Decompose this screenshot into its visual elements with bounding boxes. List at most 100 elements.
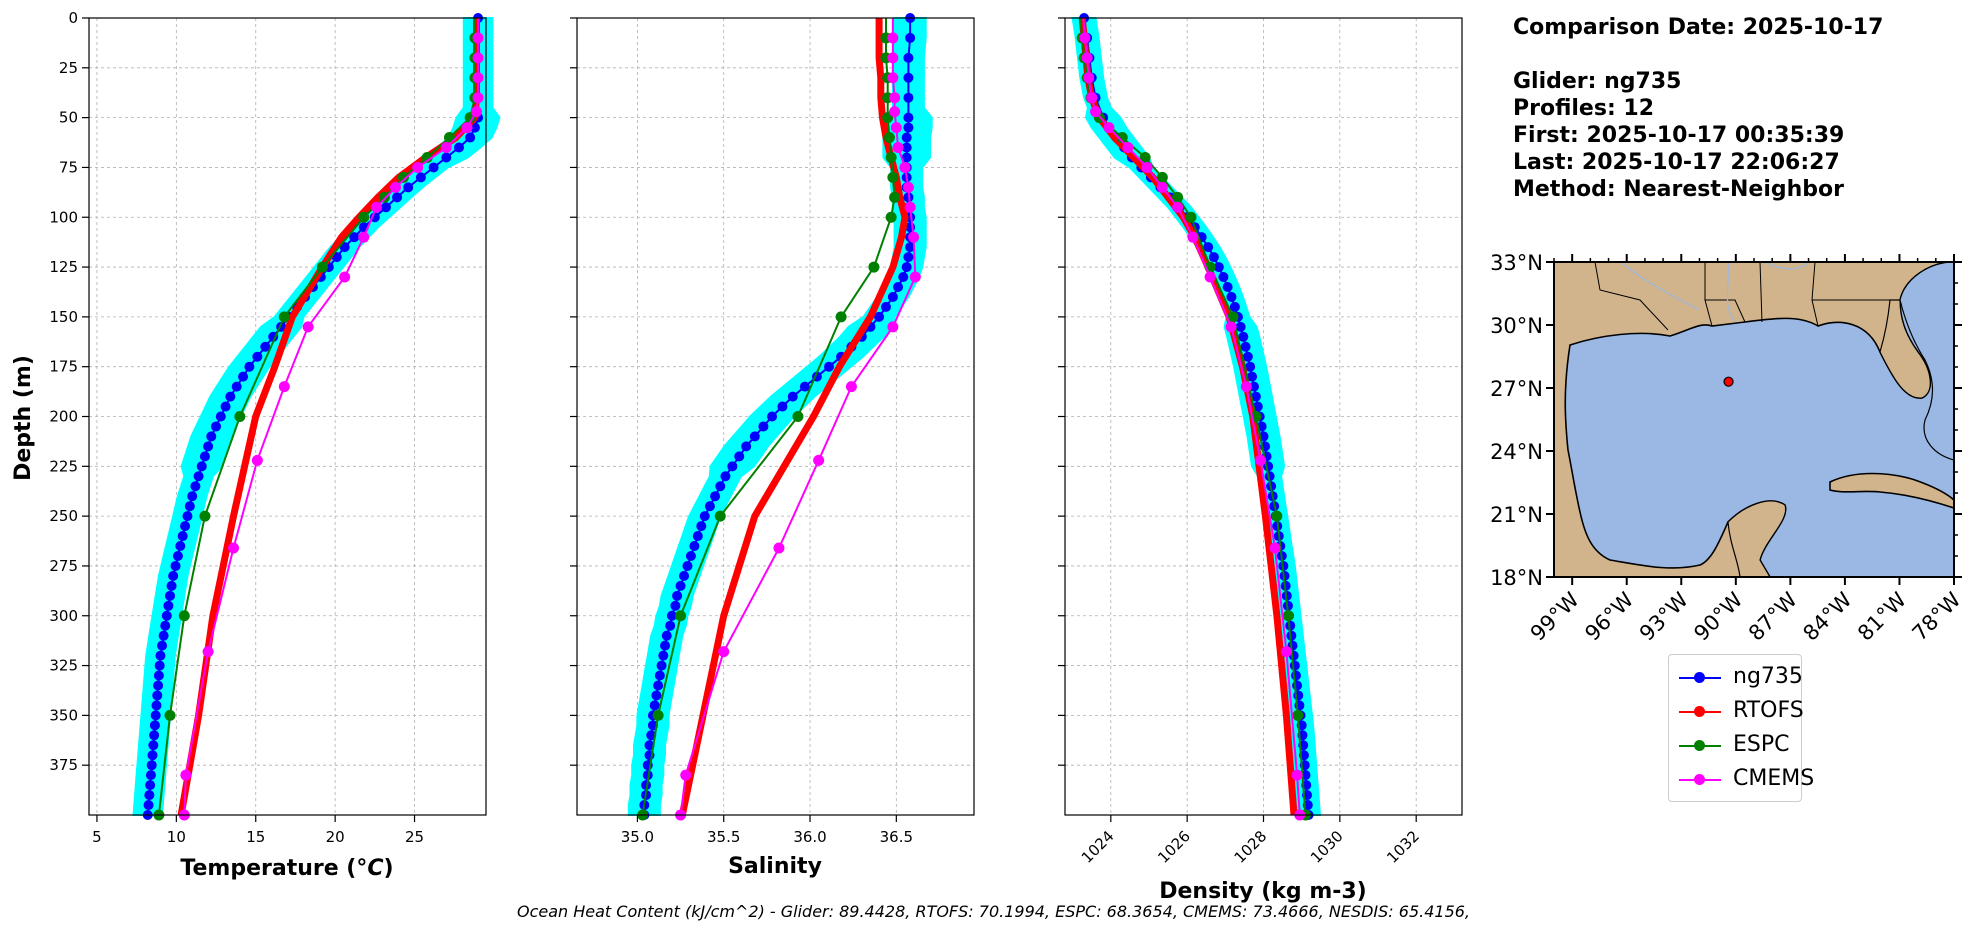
data-point-cmems [370,201,382,213]
data-point-cmems [1090,106,1102,118]
data-point-espc [1156,171,1168,183]
data-point-cmems [1141,161,1153,173]
data-point-ng735 [679,570,690,581]
data-point-espc [234,411,246,422]
y-tick-label: 25 [59,59,78,77]
data-point-ng735 [787,391,798,402]
data-point-ng735 [887,291,898,302]
data-point-ng735 [148,740,159,751]
atlantic-water [1899,262,1954,461]
temperature-series [142,13,484,821]
data-point-ng735 [903,252,914,263]
data-point-ng735 [203,441,214,452]
data-point-ng735 [196,461,207,472]
first-profile-time: First: 2025-10-17 00:35:39 [1513,123,1845,148]
x-tick-label: 35.0 [621,828,654,846]
ocean-heat-content-caption: Ocean Heat Content (kJ/cm^2) - Glider: 8… [516,902,1471,921]
temperature-xlabel: Temperature (°C) [180,856,393,881]
data-point-ng735 [1290,670,1301,681]
data-point-cmems [845,381,857,393]
data-point-espc [714,510,726,522]
y-tick-label: 0 [68,9,78,27]
y-tick-label: 325 [49,657,78,675]
data-point-espc [885,211,897,223]
data-point-ng735 [642,770,653,781]
y-tick-label: 200 [49,408,78,426]
data-point-ng735 [656,660,667,671]
salinity-ticks: 35.0 35.5 36.0 36.5 [570,17,913,846]
data-point-ng735 [454,142,465,153]
data-point-ng735 [163,600,174,611]
data-point-ng735 [692,531,703,542]
data-point-cmems [889,106,901,118]
state-borders [1594,262,1890,331]
legend-item-cmems: CMEMS [1669,762,1814,796]
data-point-cmems [389,181,401,193]
data-point-ng735 [903,122,914,133]
lat-tick-label: 27°N [1490,377,1543,401]
data-point-cmems [278,381,290,393]
data-point-ng735 [149,730,160,741]
data-point-ng735 [670,600,681,611]
data-point-ng735 [392,192,403,203]
temperature-ticks: 5 10 15 20 250255075100125150175200225250275… [49,9,424,846]
data-point-ng735 [715,481,726,492]
data-point-ng735 [734,451,745,462]
data-point-ng735 [649,700,660,711]
data-point-espc [316,261,328,273]
data-point-espc [1116,132,1128,144]
glider-location-marker [1723,376,1734,387]
data-point-ng735 [166,580,177,591]
data-point-cmems [470,106,482,118]
data-point-ng735 [901,152,912,163]
y-tick-label: 350 [49,706,78,724]
data-point-ng735 [704,501,715,512]
lat-tick-label: 18°N [1490,566,1543,590]
lon-tick-label: 90°W [1689,587,1747,645]
lon-tick-label: 78°W [1908,587,1966,645]
data-point-ng735 [158,630,169,641]
lat-tick-label: 30°N [1490,314,1543,338]
data-point-ng735 [1240,341,1251,352]
data-point-espc [1185,211,1197,223]
data-point-cmems [773,542,785,554]
salinity-panel: 35.0 35.5 36.0 36.5 Salinity [570,13,975,879]
data-point-cmems [1083,72,1095,84]
data-point-ng735 [651,690,662,701]
data-point-cmems [813,454,825,466]
data-point-ng735 [403,182,414,193]
x-tick-label: 36.5 [880,828,913,846]
salinity-series [637,13,921,821]
data-point-cmems [1204,271,1216,283]
lon-tick-label: 84°W [1798,587,1856,645]
data-point-espc [868,261,880,273]
legend-label: RTOFS [1733,698,1804,723]
data-point-ng735 [905,242,916,253]
data-point-ng735 [149,720,160,731]
data-point-espc [1139,151,1151,163]
data-point-cmems [1086,92,1098,104]
data-point-ng735 [710,491,721,502]
data-point-cmems [202,646,214,658]
density-series [1076,13,1314,821]
data-point-ng735 [1292,680,1303,691]
data-point-cmems [887,72,899,84]
data-point-ng735 [777,401,788,412]
data-point-ng735 [415,172,426,183]
data-point-ng735 [151,700,162,711]
data-point-ng735 [689,541,700,552]
y-tick-label: 100 [49,208,78,226]
legend-item-rtofs: RTOFS [1669,694,1804,728]
info-spacer [1513,41,1883,68]
data-point-ng735 [696,521,707,532]
y-tick-label: 50 [59,109,78,127]
comparison-info: Comparison Date: 2025-10-17 Glider: ng73… [1513,14,1883,203]
y-tick-label: 150 [49,308,78,326]
temperature-panel: 5 10 15 20 250255075100125150175200225250275… [11,9,501,881]
data-point-ng735 [666,610,677,621]
data-point-ng735 [880,301,891,312]
legend-item-ng735: ng735 [1669,660,1803,694]
data-point-cmems [718,646,730,658]
data-point-cmems [1291,769,1303,781]
